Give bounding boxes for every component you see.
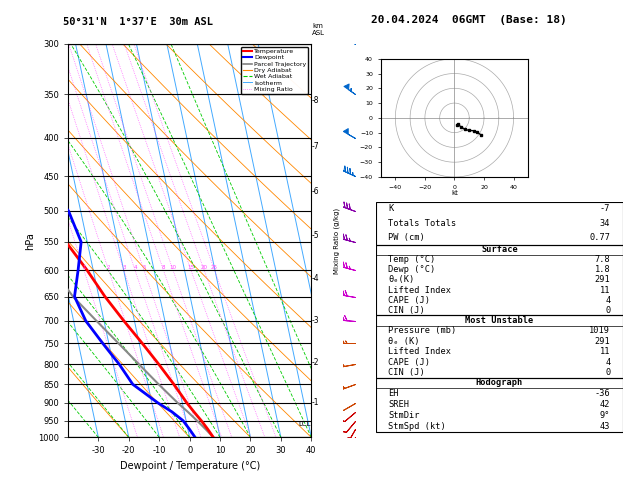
Text: 5: 5 bbox=[142, 265, 146, 270]
Text: 20.04.2024  06GMT  (Base: 18): 20.04.2024 06GMT (Base: 18) bbox=[370, 16, 567, 25]
Text: Totals Totals: Totals Totals bbox=[389, 219, 457, 227]
Text: SREH: SREH bbox=[389, 400, 409, 409]
Text: km
ASL: km ASL bbox=[311, 23, 325, 36]
Bar bbox=[376, 378, 623, 432]
Text: 11: 11 bbox=[600, 286, 610, 295]
Y-axis label: hPa: hPa bbox=[25, 232, 35, 249]
Text: -36: -36 bbox=[594, 389, 610, 399]
Text: 50°31'N  1°37'E  30m ASL: 50°31'N 1°37'E 30m ASL bbox=[64, 17, 213, 27]
Text: -1: -1 bbox=[311, 398, 319, 407]
Text: 7.8: 7.8 bbox=[594, 255, 610, 264]
Legend: Temperature, Dewpoint, Parcel Trajectory, Dry Adiabat, Wet Adiabat, Isotherm, Mi: Temperature, Dewpoint, Parcel Trajectory… bbox=[241, 47, 308, 94]
Text: -5: -5 bbox=[311, 231, 319, 241]
Bar bbox=[376, 202, 623, 244]
Text: StmDir: StmDir bbox=[389, 411, 420, 420]
Text: CIN (J): CIN (J) bbox=[389, 368, 425, 377]
Text: 291: 291 bbox=[594, 337, 610, 346]
Text: 4: 4 bbox=[605, 358, 610, 366]
Text: 0.77: 0.77 bbox=[589, 233, 610, 242]
Text: 10: 10 bbox=[170, 265, 177, 270]
Text: -6: -6 bbox=[311, 188, 319, 196]
Text: 8: 8 bbox=[162, 265, 165, 270]
Text: 9°: 9° bbox=[600, 411, 610, 420]
Text: 25: 25 bbox=[211, 265, 218, 270]
Text: 34: 34 bbox=[600, 219, 610, 227]
Bar bbox=[376, 244, 623, 315]
Text: 11: 11 bbox=[600, 347, 610, 356]
Text: 15: 15 bbox=[187, 265, 194, 270]
Text: CIN (J): CIN (J) bbox=[389, 306, 425, 315]
Text: Lifted Index: Lifted Index bbox=[389, 286, 452, 295]
Text: StmSpd (kt): StmSpd (kt) bbox=[389, 422, 446, 431]
Text: Surface: Surface bbox=[481, 245, 518, 254]
Text: Dewp (°C): Dewp (°C) bbox=[389, 265, 436, 275]
Text: Pressure (mb): Pressure (mb) bbox=[389, 327, 457, 335]
Text: 43: 43 bbox=[600, 422, 610, 431]
Text: Hodograph: Hodograph bbox=[476, 379, 523, 387]
Bar bbox=[376, 315, 623, 378]
Text: 0: 0 bbox=[605, 306, 610, 315]
Text: 4: 4 bbox=[605, 295, 610, 305]
Text: 291: 291 bbox=[594, 276, 610, 284]
X-axis label: kt: kt bbox=[451, 190, 458, 196]
X-axis label: Dewpoint / Temperature (°C): Dewpoint / Temperature (°C) bbox=[120, 461, 260, 471]
Text: 2: 2 bbox=[107, 265, 110, 270]
Text: θₑ(K): θₑ(K) bbox=[389, 276, 415, 284]
Text: CAPE (J): CAPE (J) bbox=[389, 295, 430, 305]
Text: 1.8: 1.8 bbox=[594, 265, 610, 275]
Text: θₑ (K): θₑ (K) bbox=[389, 337, 420, 346]
Text: K: K bbox=[389, 204, 394, 213]
Text: -3: -3 bbox=[311, 316, 319, 325]
Text: PW (cm): PW (cm) bbox=[389, 233, 425, 242]
Text: EH: EH bbox=[389, 389, 399, 399]
Text: 42: 42 bbox=[600, 400, 610, 409]
Text: -8: -8 bbox=[311, 96, 319, 105]
Text: 0: 0 bbox=[605, 368, 610, 377]
Text: -2: -2 bbox=[311, 358, 319, 367]
Text: Lifted Index: Lifted Index bbox=[389, 347, 452, 356]
Text: Most Unstable: Most Unstable bbox=[465, 316, 533, 325]
Text: -7: -7 bbox=[600, 204, 610, 213]
Text: CAPE (J): CAPE (J) bbox=[389, 358, 430, 366]
Text: 3: 3 bbox=[122, 265, 126, 270]
Text: Mixing Ratio (g/kg): Mixing Ratio (g/kg) bbox=[333, 208, 340, 274]
Text: -4: -4 bbox=[311, 275, 319, 283]
Text: Temp (°C): Temp (°C) bbox=[389, 255, 436, 264]
Text: 1: 1 bbox=[82, 265, 86, 270]
Text: LCL: LCL bbox=[299, 421, 311, 427]
Text: 1019: 1019 bbox=[589, 327, 610, 335]
Text: 20: 20 bbox=[201, 265, 208, 270]
Text: -7: -7 bbox=[311, 142, 319, 151]
Text: 4: 4 bbox=[133, 265, 137, 270]
